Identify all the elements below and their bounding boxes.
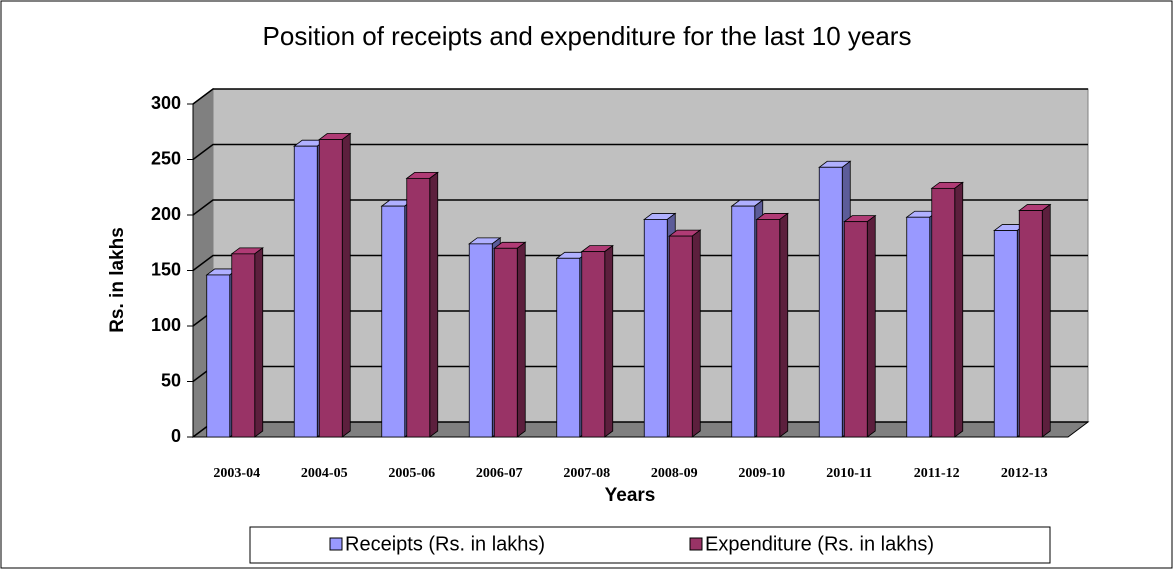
legend xyxy=(249,526,1051,564)
bar-side xyxy=(516,241,526,438)
legend-label: Receipts (Rs. in lakhs) xyxy=(345,533,545,555)
bar xyxy=(493,247,518,438)
x-tick-label: 2008-09 xyxy=(651,466,698,481)
legend-swatch xyxy=(329,537,343,551)
bar xyxy=(206,274,231,438)
bar-side xyxy=(866,214,876,438)
x-tick-label: 2009-10 xyxy=(738,466,785,481)
grid-line xyxy=(192,199,1088,216)
bar xyxy=(756,219,781,438)
grid-line xyxy=(192,88,1088,105)
bar xyxy=(381,205,406,438)
bar xyxy=(581,251,606,438)
bar xyxy=(906,216,931,438)
y-tick-label: 100 xyxy=(151,315,181,335)
bar xyxy=(468,243,493,438)
x-axis-title: Years xyxy=(605,485,656,506)
y-tick-label: 300 xyxy=(151,93,181,113)
x-tick-label: 2010-11 xyxy=(826,466,872,481)
grid-line xyxy=(192,254,1088,272)
bar-side xyxy=(429,171,439,438)
x-tick-label: 2003-04 xyxy=(213,466,260,481)
chart-title: Position of receipts and expenditure for… xyxy=(263,21,912,51)
bar-side xyxy=(779,212,789,438)
x-tick-label: 2006-07 xyxy=(476,466,523,481)
bar xyxy=(818,166,843,438)
bar-side xyxy=(604,244,614,438)
bar xyxy=(931,187,956,438)
bar xyxy=(556,257,581,438)
x-tick-label: 2007-08 xyxy=(563,466,610,481)
y-tick-label: 250 xyxy=(151,148,181,168)
bar-side xyxy=(691,229,701,438)
grid-line xyxy=(192,143,1088,161)
bar xyxy=(843,221,868,438)
bar xyxy=(231,253,256,438)
legend-label: Expenditure (Rs. in lakhs) xyxy=(705,533,934,555)
bar-side xyxy=(954,181,964,438)
y-tick-label: 50 xyxy=(161,370,181,390)
x-tick-label: 2012-13 xyxy=(1001,466,1048,481)
x-tick-label: 2004-05 xyxy=(301,466,348,481)
bar xyxy=(293,145,318,438)
bar-side xyxy=(1041,203,1051,438)
bar-side xyxy=(341,132,351,438)
y-tick-label: 200 xyxy=(151,204,181,224)
x-tick-label: 2011-12 xyxy=(914,466,960,481)
x-tick-label: 2005-06 xyxy=(388,466,435,481)
bar xyxy=(406,177,431,438)
bar xyxy=(668,235,693,438)
legend-swatch xyxy=(689,537,703,551)
bar xyxy=(1018,210,1043,438)
bar xyxy=(318,139,343,438)
bar xyxy=(643,219,668,438)
y-tick-label: 150 xyxy=(151,259,181,279)
y-tick-label: 0 xyxy=(171,426,181,446)
y-axis-title: Rs. in lakhs xyxy=(107,227,128,333)
bar xyxy=(993,230,1018,438)
bar-side xyxy=(254,247,264,438)
bar xyxy=(731,205,756,438)
